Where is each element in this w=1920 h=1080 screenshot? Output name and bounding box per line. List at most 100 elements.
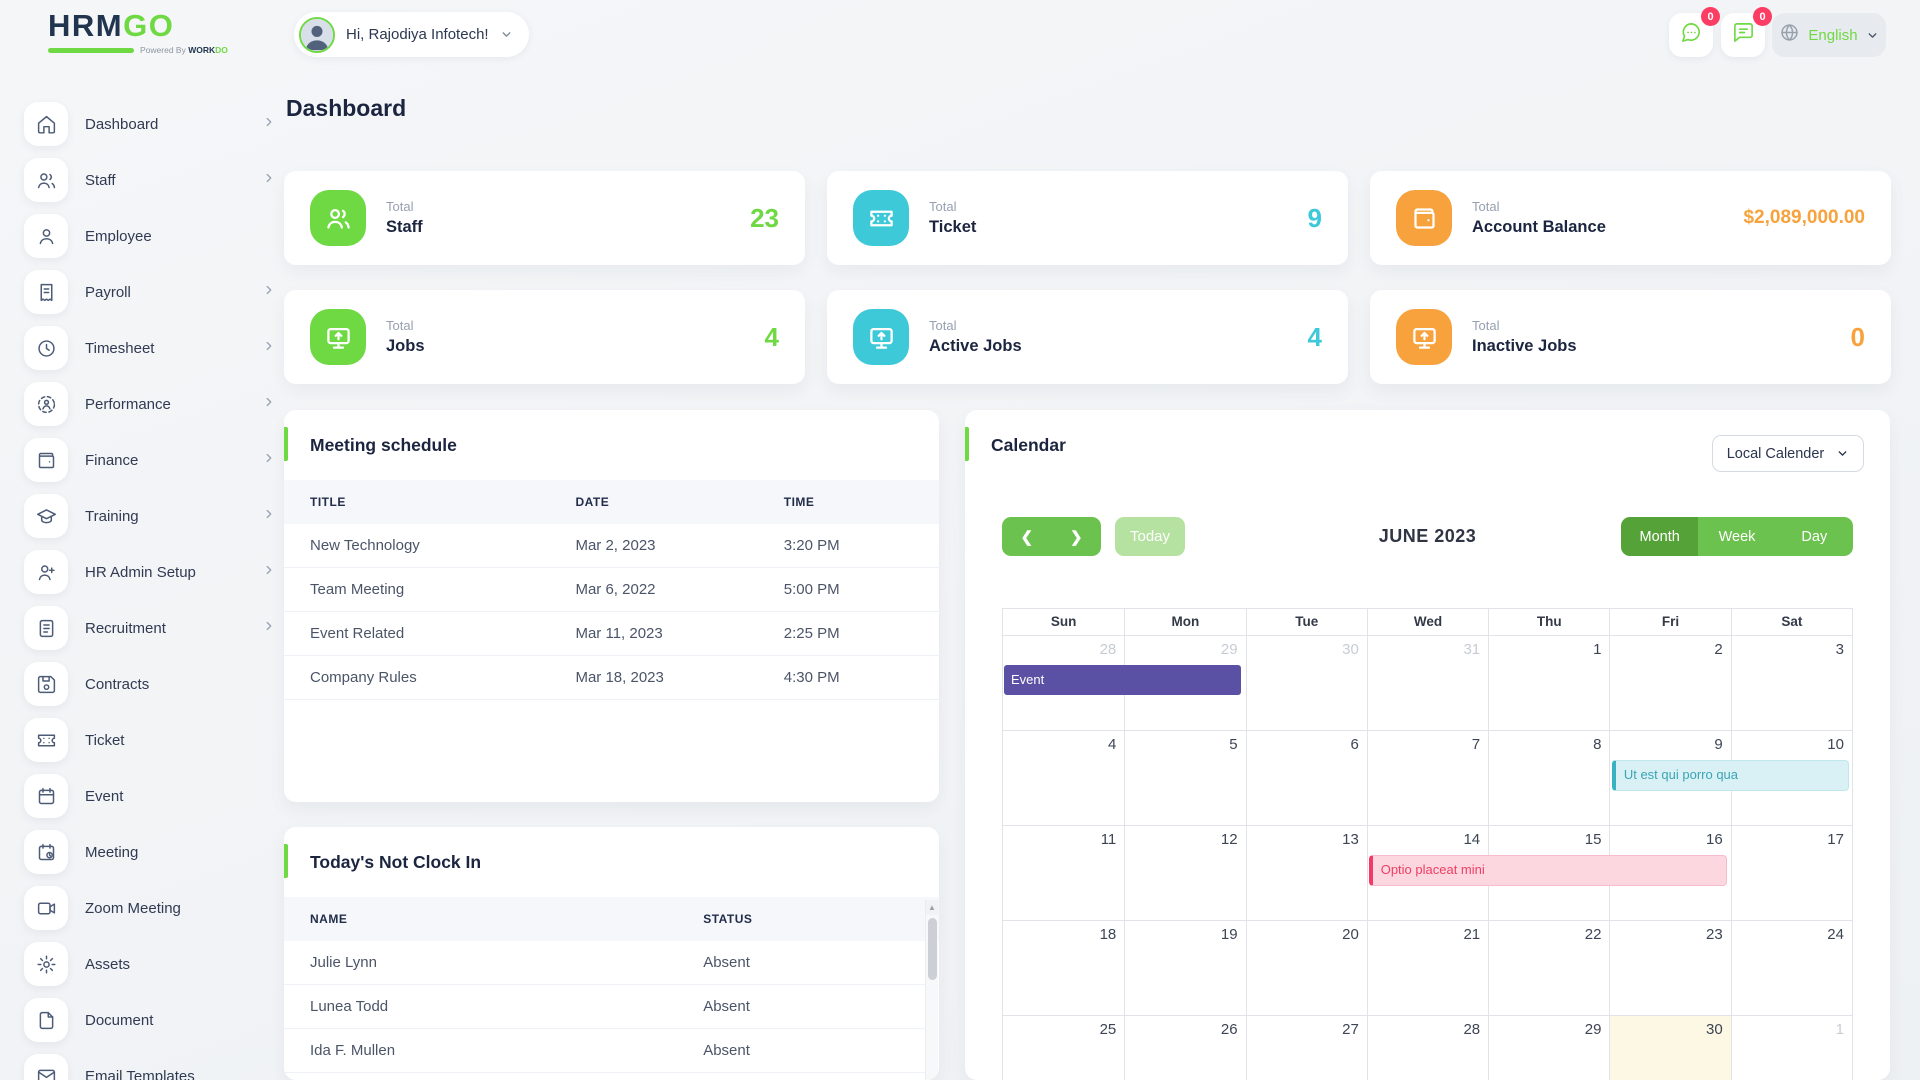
stat-card-ticket: Total Ticket 9 [827, 171, 1348, 265]
sidebar-item-contracts[interactable]: Contracts [24, 656, 276, 712]
day-number: 25 [1099, 1021, 1117, 1038]
table-cell: 5:00 PM [783, 567, 939, 612]
calendar-day-cell[interactable]: 9 [1609, 731, 1730, 825]
day-header-wed: Wed [1366, 609, 1488, 635]
calendar-source-select[interactable]: Local Calender [1712, 435, 1864, 472]
calendar-day-cell[interactable]: 1 [1730, 1016, 1852, 1080]
calendar-view-week[interactable]: Week [1698, 517, 1776, 556]
calendar-day-cell[interactable]: 31 [1366, 636, 1488, 730]
table-row: Event Related Mar 11, 2023 2:25 PM [284, 611, 939, 656]
calendar-day-cell[interactable]: 13 [1245, 826, 1367, 920]
sidebar-item-label: Email Templates [85, 1067, 195, 1080]
calendar-day-cell[interactable]: 8 [1488, 731, 1609, 825]
calendar-day-cell[interactable]: 12 [1124, 826, 1245, 920]
stat-label: Ticket [929, 218, 977, 236]
calendar-view-month[interactable]: Month [1621, 517, 1699, 556]
sidebar-item-event[interactable]: Event [24, 768, 276, 824]
sidebar-item-assets[interactable]: Assets [24, 936, 276, 992]
user-plus-icon [24, 550, 68, 594]
day-number: 4 [1107, 736, 1117, 753]
calendar-day-cell[interactable]: 18 [1003, 921, 1124, 1015]
calendar-day-cell[interactable]: 24 [1730, 921, 1852, 1015]
calendar-day-cell[interactable]: 28 [1003, 636, 1124, 730]
calendar-day-cell[interactable]: 17 [1730, 826, 1852, 920]
calendar-day-cell[interactable]: 7 [1366, 731, 1488, 825]
day-number: 2 [1714, 641, 1723, 658]
calendar-day-cell[interactable]: 29 [1488, 1016, 1609, 1080]
calendar-event[interactable]: Optio placeat mini [1368, 855, 1728, 886]
calendar-day-cell[interactable]: 26 [1124, 1016, 1245, 1080]
day-number: 18 [1099, 926, 1117, 943]
scrollbar-thumb[interactable] [927, 918, 937, 980]
sidebar-item-performance[interactable]: Performance [24, 376, 276, 432]
calendar-day-cell[interactable]: 30 [1245, 636, 1367, 730]
sidebar-item-hr-admin-setup[interactable]: HR Admin Setup [24, 544, 276, 600]
user-menu[interactable]: Hi, Rajodiya Infotech! [294, 12, 529, 57]
calendar-view-day[interactable]: Day [1775, 517, 1853, 556]
chevron-down-icon [500, 28, 513, 41]
day-header-tue: Tue [1245, 609, 1367, 635]
chevron-right-icon [262, 451, 276, 470]
language-selector[interactable]: English [1772, 13, 1886, 57]
sidebar-item-staff[interactable]: Staff [24, 152, 276, 208]
calendar-event[interactable]: Ut est qui porro qua [1611, 760, 1849, 791]
stat-label: Inactive Jobs [1472, 337, 1577, 355]
calendar-day-cell[interactable]: 21 [1366, 921, 1488, 1015]
sidebar-item-dashboard[interactable]: Dashboard [24, 96, 276, 152]
calendar-day-cell[interactable]: 14 [1366, 826, 1488, 920]
sidebar-item-document[interactable]: Document [24, 992, 276, 1048]
sidebar-item-label: Contracts [85, 675, 150, 693]
graduation-cap-icon [24, 494, 68, 538]
calendar-day-cell-today[interactable]: 30 [1609, 1016, 1731, 1080]
calendar-day-cell[interactable]: 27 [1245, 1016, 1367, 1080]
day-number: 27 [1342, 1021, 1359, 1038]
sidebar-item-meeting[interactable]: Meeting [24, 824, 276, 880]
calendar-day-cell[interactable]: 1 [1488, 636, 1609, 730]
calendar-today-button[interactable]: Today [1115, 517, 1185, 556]
not-clock-in-table-wrap: NAME STATUS Julie Lynn Absent Lunea Todd Abse… [284, 897, 939, 1073]
calendar-prev-button[interactable]: ❮ [1002, 517, 1052, 556]
sidebar-item-label: Assets [85, 955, 131, 973]
calendar-day-cell[interactable]: 5 [1124, 731, 1245, 825]
calendar-day-cell[interactable]: 4 [1003, 731, 1124, 825]
calendar-next-button[interactable]: ❯ [1051, 517, 1101, 556]
calendar-day-cell[interactable]: 11 [1003, 826, 1124, 920]
sidebar-item-timesheet[interactable]: Timesheet [24, 320, 276, 376]
day-number: 28 [1463, 1021, 1481, 1038]
calendar-day-cell[interactable]: 6 [1245, 731, 1367, 825]
sidebar-item-label: Timesheet [85, 339, 155, 357]
sidebar-item-payroll[interactable]: Payroll [24, 264, 276, 320]
calendar-event[interactable]: Event [1004, 665, 1242, 695]
sidebar-item-ticket[interactable]: Ticket [24, 712, 276, 768]
day-number: 7 [1471, 736, 1481, 753]
calendar-day-cell[interactable]: 28 [1366, 1016, 1488, 1080]
share-icon [310, 309, 366, 365]
scrollbar-up-arrow[interactable]: ▲ [926, 900, 938, 915]
sidebar-item-email-templates[interactable]: Email Templates [24, 1048, 276, 1080]
calendar-day-cell[interactable]: 23 [1609, 921, 1730, 1015]
stat-card-inactive-jobs: Total Inactive Jobs 0 [1370, 290, 1891, 384]
calendar-panel: Calendar Local Calender ❮ ❯ Today JUNE 2… [965, 410, 1890, 1080]
calendar-day-cell[interactable]: 25 [1003, 1016, 1124, 1080]
message-notifications-button[interactable]: 0 [1721, 7, 1772, 57]
sidebar-item-recruitment[interactable]: Recruitment [24, 600, 276, 656]
sidebar-item-finance[interactable]: Finance [24, 432, 276, 488]
sidebar-item-training[interactable]: Training [24, 488, 276, 544]
sidebar-item-zoom-meeting[interactable]: Zoom Meeting [24, 880, 276, 936]
chat-notifications-button[interactable]: 0 [1669, 7, 1720, 57]
sidebar-item-employee[interactable]: Employee [24, 208, 276, 264]
app-logo[interactable]: HRMGO Powered By WORKDO [48, 10, 228, 55]
day-header-mon: Mon [1124, 609, 1245, 635]
day-header-sun: Sun [1050, 614, 1077, 629]
calendar-weeks: 28 29 30 31 1 2 3 Event 4 5 6 7 8 9 10 Ut est qui porro… [1003, 636, 1852, 1080]
calendar-day-cell[interactable]: 3 [1730, 636, 1852, 730]
day-number: 20 [1342, 926, 1359, 943]
calendar-day-cell[interactable]: 22 [1488, 921, 1609, 1015]
day-header-sat: Sat [1730, 609, 1852, 635]
day-number: 16 [1706, 831, 1723, 848]
calendar-day-cell[interactable]: 2 [1609, 636, 1730, 730]
calendar-day-cell[interactable]: 20 [1245, 921, 1367, 1015]
day-number: 10 [1827, 736, 1844, 753]
calendar-day-cell[interactable]: 19 [1124, 921, 1245, 1015]
table-scrollbar[interactable]: ▲ [925, 900, 938, 1080]
